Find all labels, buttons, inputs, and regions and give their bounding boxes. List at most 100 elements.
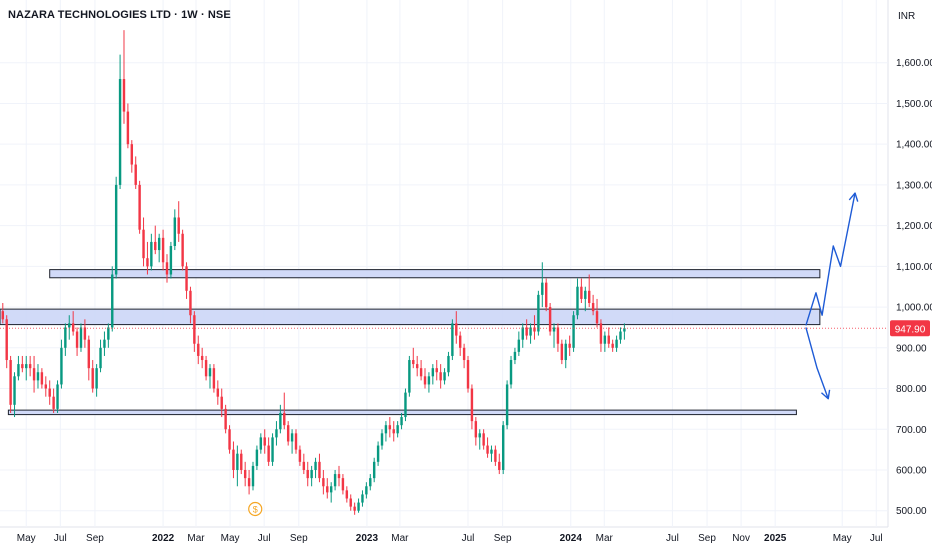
x-tick-label: May bbox=[17, 533, 36, 544]
projection-arrow-path bbox=[805, 327, 829, 399]
candle bbox=[427, 372, 431, 393]
candle-body bbox=[17, 364, 20, 377]
candle-body bbox=[126, 111, 130, 145]
dividend-markers: $ bbox=[248, 501, 263, 517]
candle bbox=[580, 278, 583, 304]
candle bbox=[380, 429, 384, 450]
x-tick-label: Sep bbox=[86, 533, 104, 544]
y-tick-label: 600.00 bbox=[896, 465, 927, 476]
candle-body bbox=[322, 478, 325, 487]
candle bbox=[564, 339, 567, 369]
candle bbox=[52, 388, 55, 413]
candle-body bbox=[584, 290, 587, 299]
candle-body bbox=[79, 327, 83, 348]
x-tick-label: 2023 bbox=[356, 533, 379, 544]
candle-body bbox=[509, 360, 513, 385]
candle-body bbox=[361, 494, 364, 503]
candle bbox=[189, 286, 192, 324]
candle bbox=[466, 355, 470, 393]
y-tick-label: 1,000.00 bbox=[896, 303, 932, 314]
candle-body bbox=[345, 490, 349, 499]
y-tick-label: 500.00 bbox=[896, 506, 927, 517]
candle-body bbox=[306, 469, 309, 479]
candle bbox=[271, 433, 274, 466]
candle bbox=[44, 376, 48, 397]
candle-body bbox=[599, 323, 603, 344]
candle bbox=[212, 364, 216, 393]
candle-body bbox=[486, 445, 489, 454]
candle-body bbox=[419, 368, 423, 377]
candle-body bbox=[435, 368, 438, 373]
candle-body bbox=[181, 233, 184, 267]
candle bbox=[501, 421, 505, 475]
candle-body bbox=[298, 449, 302, 462]
last-price-label: 947.90 bbox=[895, 324, 926, 335]
y-tick-label: 1,200.00 bbox=[896, 221, 932, 232]
x-tick-label: Mar bbox=[391, 533, 409, 544]
candle bbox=[326, 478, 329, 499]
candle bbox=[322, 469, 325, 495]
candle bbox=[28, 355, 32, 377]
candle-body bbox=[447, 355, 450, 373]
price-zone bbox=[0, 308, 821, 326]
candle-body bbox=[228, 429, 231, 450]
candle-body bbox=[146, 258, 149, 267]
candle bbox=[369, 474, 372, 491]
candle-body bbox=[138, 184, 141, 230]
candle bbox=[541, 262, 544, 308]
candle bbox=[134, 156, 137, 189]
candle bbox=[451, 319, 454, 361]
candles bbox=[1, 30, 626, 515]
candle bbox=[263, 429, 266, 454]
candle bbox=[576, 278, 579, 320]
candle bbox=[236, 445, 239, 487]
x-tick-label: Mar bbox=[187, 533, 205, 544]
y-axis: 500.00 600.00 700.00 800.00 900.00 1,000.00 1,… bbox=[896, 58, 932, 517]
candle bbox=[200, 347, 204, 369]
candle-body bbox=[60, 347, 63, 385]
candle-body bbox=[490, 449, 493, 454]
candle-body bbox=[521, 327, 524, 340]
candle-body bbox=[365, 486, 368, 495]
candle-body bbox=[462, 347, 466, 361]
x-tick-label: Jul bbox=[870, 533, 883, 544]
candle bbox=[412, 347, 415, 369]
candle bbox=[232, 441, 235, 479]
candle-body bbox=[443, 372, 446, 381]
candle bbox=[357, 498, 360, 513]
candle bbox=[560, 339, 564, 365]
candle bbox=[509, 355, 513, 389]
candle bbox=[615, 335, 618, 352]
candle-body bbox=[173, 217, 177, 246]
candle-body bbox=[615, 339, 618, 348]
candle bbox=[505, 380, 509, 430]
candle-body bbox=[353, 506, 356, 511]
candle bbox=[181, 229, 184, 271]
candle bbox=[611, 339, 614, 352]
candle bbox=[458, 331, 462, 356]
candle bbox=[95, 364, 98, 397]
candle-body bbox=[560, 343, 564, 361]
candle bbox=[216, 380, 220, 405]
candle bbox=[25, 355, 28, 381]
candle bbox=[552, 323, 556, 348]
candle-body bbox=[99, 347, 102, 369]
candle bbox=[529, 323, 532, 344]
candle bbox=[548, 303, 552, 336]
candle bbox=[157, 233, 161, 263]
candle bbox=[521, 323, 524, 348]
candle bbox=[376, 441, 380, 466]
candle bbox=[447, 351, 450, 377]
candle-body bbox=[75, 331, 79, 348]
x-tick-label: 2024 bbox=[560, 533, 583, 544]
candle bbox=[60, 339, 63, 389]
candle-body bbox=[404, 392, 407, 418]
x-tick-label: May bbox=[833, 533, 852, 544]
x-tick-label: Jul bbox=[258, 533, 271, 544]
chart-title: NAZARA TECHNOLOGIES LTD · 1W · NSE bbox=[8, 9, 231, 21]
candle-body bbox=[372, 461, 376, 479]
candle-body bbox=[427, 376, 431, 385]
dividend-icon bbox=[248, 501, 263, 517]
